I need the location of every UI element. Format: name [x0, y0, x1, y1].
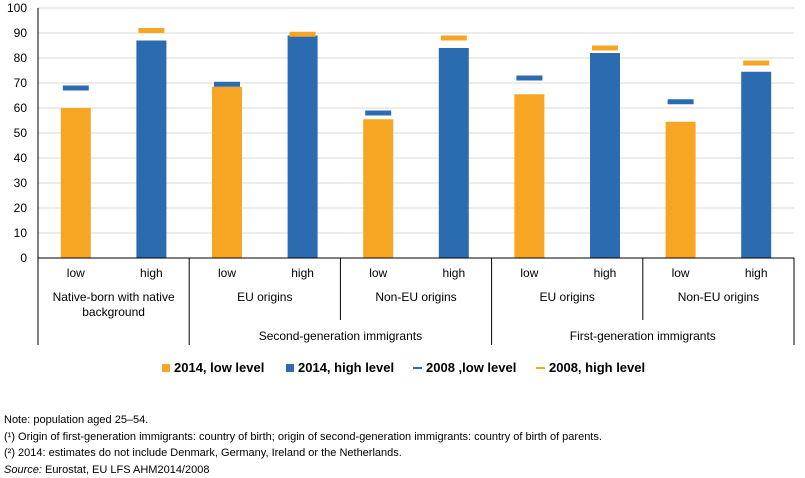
legend-item-2014-low: 2014, low level — [162, 360, 264, 375]
bar — [288, 36, 318, 259]
marker-2008 — [668, 99, 694, 104]
y-tick-label: 30 — [14, 176, 28, 190]
marker-2008 — [290, 32, 316, 37]
origin-label: Non-EU origins — [375, 290, 456, 304]
marker-2008 — [365, 111, 391, 116]
y-tick-label: 80 — [14, 51, 28, 65]
legend-item-2014-high: 2014, high level — [286, 360, 394, 375]
origin-label: Non-EU origins — [678, 290, 759, 304]
marker-2008 — [138, 28, 164, 33]
y-tick-label: 10 — [14, 226, 28, 240]
x-tick-label: low — [67, 266, 85, 280]
marker-2008 — [592, 46, 618, 51]
marker-2008 — [63, 86, 89, 91]
origin-label: EU origins — [540, 290, 595, 304]
bar — [136, 41, 166, 259]
x-tick-label: high — [291, 266, 314, 280]
origin-label: Native-born with native — [53, 290, 175, 304]
legend-dash-2008-low — [413, 367, 422, 369]
x-tick-label: low — [672, 266, 690, 280]
bar — [363, 119, 393, 258]
y-tick-label: 40 — [14, 151, 28, 165]
legend-label-2014-high: 2014, high level — [298, 360, 394, 375]
legend-swatch-2014-high — [286, 364, 294, 372]
bar — [61, 108, 91, 258]
marker-2008 — [214, 82, 240, 87]
x-tick-label: high — [594, 266, 617, 280]
marker-2008 — [441, 36, 467, 41]
group-label: First-generation immigrants — [570, 329, 716, 343]
y-tick-label: 50 — [14, 126, 28, 140]
legend-label-2008-high: 2008, high level — [549, 360, 645, 375]
legend: 2014, low level 2014, high level 2008 ,l… — [0, 360, 805, 378]
origin-label: background — [82, 305, 145, 319]
x-tick-label: high — [745, 266, 768, 280]
y-tick-label: 0 — [20, 251, 27, 265]
legend-label-2008-low: 2008 ,low level — [426, 360, 516, 375]
source-label: Source: — [4, 464, 42, 476]
x-tick-label: low — [520, 266, 538, 280]
bar — [666, 122, 696, 258]
x-tick-label: high — [140, 266, 163, 280]
legend-label-2014-low: 2014, low level — [174, 360, 264, 375]
note-estimates: (²) 2014: estimates do not include Denma… — [4, 445, 644, 462]
y-tick-label: 90 — [14, 26, 28, 40]
bar — [514, 94, 544, 258]
legend-item-2008-low: 2008 ,low level — [413, 360, 516, 375]
x-tick-label: high — [442, 266, 465, 280]
source-text: Eurostat, EU LFS AHM2014/2008 — [42, 464, 210, 476]
note-population: Note: population aged 25–54. — [4, 412, 644, 429]
y-tick-label: 60 — [14, 101, 28, 115]
origin-label: EU origins — [237, 290, 292, 304]
bar — [590, 53, 620, 258]
note-origin: (¹) Origin of first-generation immigrant… — [4, 429, 644, 446]
marker-2008 — [743, 61, 769, 66]
legend-dash-2008-high — [536, 367, 545, 369]
legend-swatch-2014-low — [162, 364, 170, 372]
bar — [741, 72, 771, 258]
x-tick-label: low — [218, 266, 236, 280]
y-tick-label: 100 — [7, 1, 27, 15]
y-tick-label: 70 — [14, 76, 28, 90]
note-source: Source: Eurostat, EU LFS AHM2014/2008 — [4, 462, 644, 478]
legend-item-2008-high: 2008, high level — [536, 360, 645, 375]
notes: Note: population aged 25–54. (¹) Origin … — [4, 412, 644, 478]
chart: 0 10 20 30 40 50 60 70 80 90 100 low high low high low h… — [0, 0, 805, 360]
y-tick-label: 20 — [14, 201, 28, 215]
bar — [212, 87, 242, 258]
group-label: Second-generation immigrants — [259, 329, 422, 343]
x-tick-label: low — [369, 266, 387, 280]
bar — [439, 48, 469, 258]
marker-2008 — [516, 76, 542, 81]
